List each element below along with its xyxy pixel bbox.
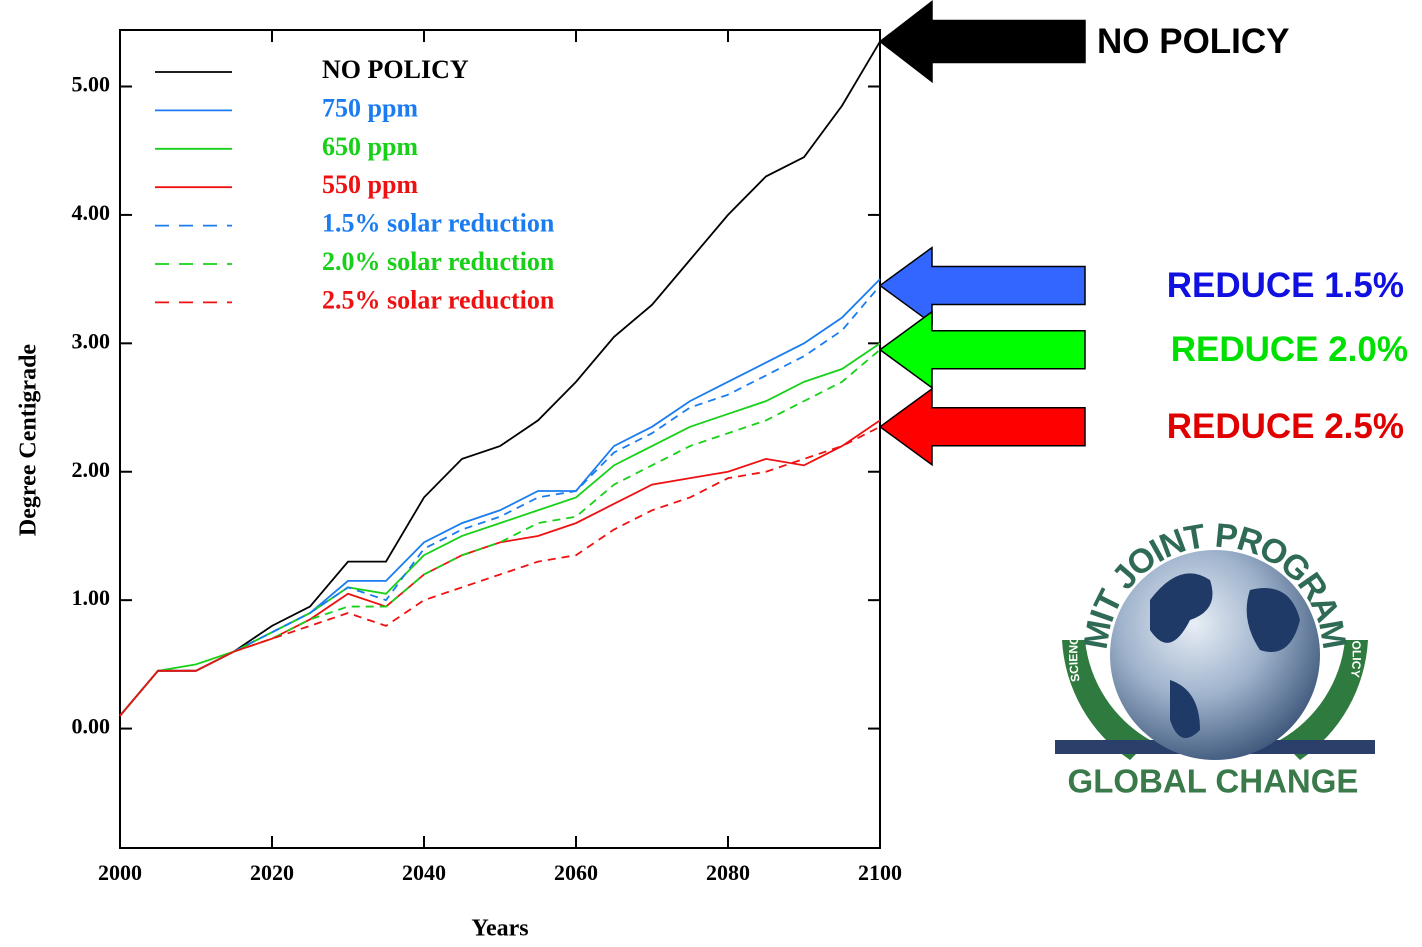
series-line [120,279,880,716]
arrow [880,2,1085,82]
x-tick-label: 2000 [98,860,142,885]
series-line [120,343,880,715]
y-tick-label: 4.00 [72,200,111,225]
logo-bottom-text: GLOBAL CHANGE [1068,763,1359,800]
legend-label: 650 ppm [322,132,418,161]
series-line [120,350,880,716]
legend-label: 2.0% solar reduction [322,247,555,276]
x-tick-label: 2040 [402,860,446,885]
arrow-label: NO POLICY [1097,22,1290,61]
y-tick-label: 1.00 [72,585,111,610]
series-line [120,42,880,716]
logo-right-text: POLICY [1348,632,1364,679]
x-tick-label: 2060 [554,860,598,885]
page: Years Degree Centigrade MIT JOINT PROGRA… [0,0,1422,947]
y-tick-label: 0.00 [72,714,111,739]
x-tick-label: 2020 [250,860,294,885]
plot-frame [120,30,880,848]
y-tick-label: 3.00 [72,328,111,353]
series-line [120,420,880,715]
x-tick-label: 2080 [706,860,750,885]
legend-label: 550 ppm [322,170,418,199]
arrow-label: REDUCE 2.5% [1167,407,1404,446]
chart: Years Degree Centigrade MIT JOINT PROGRA… [0,0,1422,942]
logo-right-path: POLICY [1348,632,1364,679]
legend-label: 750 ppm [322,93,418,122]
arrow [880,248,1085,324]
y-tick-label: 2.00 [72,457,111,482]
y-tick-label: 5.00 [72,72,111,97]
legend-label: 1.5% solar reduction [322,209,555,238]
series-line [120,427,880,716]
arrow [880,312,1085,388]
arrow-label: REDUCE 1.5% [1167,266,1404,305]
arrow [880,389,1085,465]
arrow-label: REDUCE 2.0% [1171,330,1408,369]
x-tick-label: 2100 [858,860,902,885]
legend-label: NO POLICY [322,55,469,84]
y-axis-label: Degree Centigrade [16,344,42,537]
legend-label: 2.5% solar reduction [322,285,555,314]
x-axis-label: Years [471,916,528,942]
logo: MIT JOINT PROGRAM SCIENCE POLICY GLOBAL … [1055,517,1375,800]
